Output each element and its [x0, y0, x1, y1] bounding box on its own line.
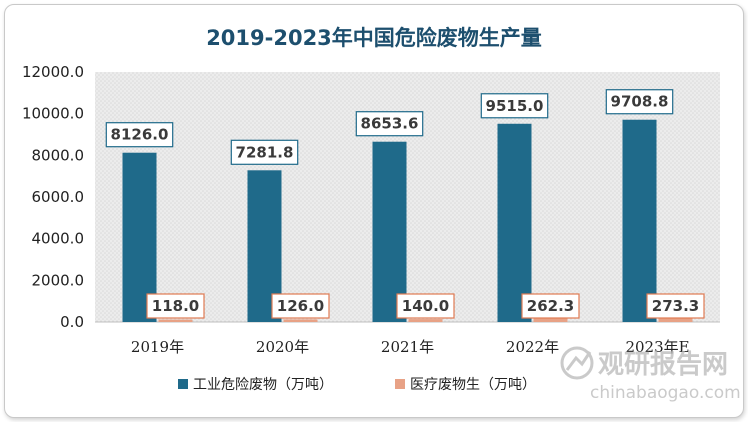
- data-label-box-industrial: [480, 93, 549, 119]
- bar-medical: [408, 319, 443, 322]
- data-label-box-medical: [146, 293, 205, 319]
- data-label-box-industrial: [605, 89, 674, 115]
- bar-medical: [658, 316, 693, 322]
- bar-industrial: [622, 119, 657, 322]
- bar-medical: [283, 319, 318, 322]
- watermark-logo: [560, 346, 594, 380]
- y-axis: 0.0 2000.0 4000.0 6000.0 8000.0 10000.0 12000.…: [22, 63, 84, 331]
- legend-swatch-medical: [395, 379, 405, 389]
- data-label-box-medical: [271, 293, 330, 319]
- bar-medical: [533, 316, 568, 322]
- data-label-box-industrial: [230, 139, 299, 165]
- y-tick-label: 0.0: [60, 313, 84, 331]
- data-label-industrial: 7281.8: [236, 143, 294, 161]
- data-label-box-medical: [396, 293, 455, 319]
- chart-title: 2019-2023年中国危险废物生产量: [206, 26, 542, 50]
- x-tick-label: 2020年: [256, 338, 309, 356]
- data-label-box-medical: [646, 293, 705, 319]
- legend-label-medical: 医疗废物生（万吨）: [410, 377, 536, 393]
- y-tick-label: 6000.0: [32, 188, 85, 206]
- legend-label-industrial: 工业危险废物（万吨）: [193, 377, 333, 393]
- y-tick-label: 4000.0: [32, 230, 85, 248]
- watermark-url: chinabaogao.com: [590, 383, 741, 403]
- x-tick-label: 2022年: [506, 338, 559, 356]
- data-label-box-industrial: [105, 122, 174, 148]
- watermark-brand: 观研报告网: [598, 349, 728, 380]
- watermark-logo-arrow: [565, 351, 592, 371]
- data-label-industrial: 9708.8: [611, 93, 669, 111]
- y-tick-label: 2000.0: [32, 271, 85, 289]
- y-tick-label: 12000.0: [22, 63, 84, 81]
- bar-industrial: [372, 141, 407, 322]
- bar-medical: [158, 319, 193, 322]
- legend-swatch-industrial: [178, 379, 188, 389]
- data-label-medical: 118.0: [152, 297, 199, 315]
- data-label-industrial: 9515.0: [486, 97, 544, 115]
- data-label-industrial: 8653.6: [361, 115, 419, 133]
- bar-industrial: [497, 123, 532, 322]
- y-tick-label: 10000.0: [22, 105, 84, 123]
- data-label-box-medical: [521, 293, 580, 319]
- x-tick-label: 2019年: [131, 338, 184, 356]
- legend: 工业危险废物（万吨） 医疗废物生（万吨）: [178, 377, 536, 393]
- data-label-medical: 262.3: [527, 297, 574, 315]
- x-axis: 2019年 2020年 2021年 2022年 2023年E: [131, 338, 690, 356]
- data-label-box-industrial: [355, 111, 424, 137]
- data-labels: 8126.0 118.0 7281.8 126.0 8653.6 140.0 9515.0 2…: [105, 89, 705, 319]
- y-tick-label: 8000.0: [32, 146, 85, 164]
- x-tick-label: 2023年E: [625, 338, 689, 356]
- watermark: 观研报告网 chinabaogao.com: [560, 346, 741, 403]
- data-label-medical: 273.3: [652, 297, 699, 315]
- data-label-medical: 126.0: [277, 297, 324, 315]
- x-tick-label: 2021年: [381, 338, 434, 356]
- data-label-industrial: 8126.0: [111, 126, 169, 144]
- data-label-medical: 140.0: [402, 297, 449, 315]
